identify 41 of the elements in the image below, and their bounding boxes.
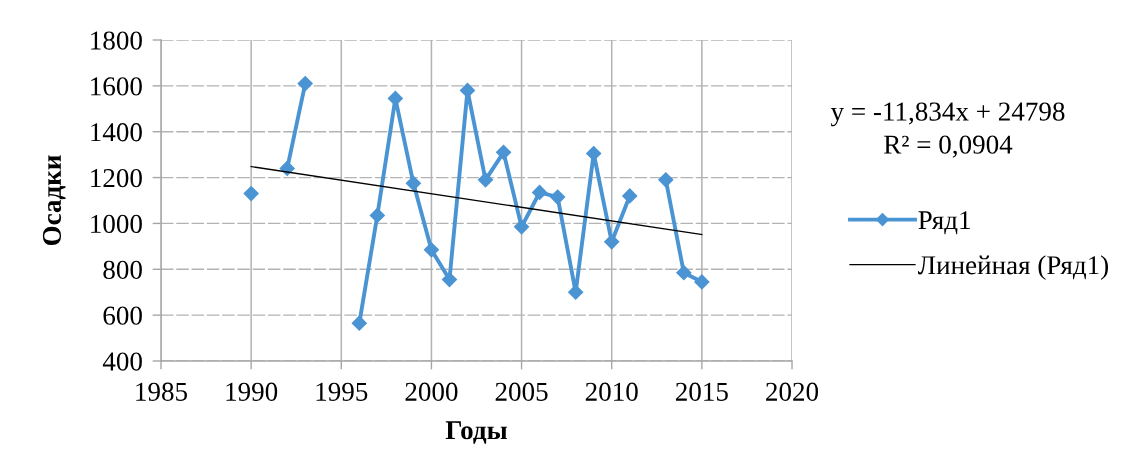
legend-label: Ряд1 [918,211,970,235]
y-tick-label: 1200 [91,168,142,188]
point [532,184,548,201]
x-tick-label: 2000 [405,382,458,401]
y-tick-label: 600 [103,306,142,325]
text: R² = 0,0904 [884,135,1013,158]
point [477,172,494,188]
point [658,172,674,188]
x-tick-label: 1985 [136,382,188,401]
y-tick-label: 400 [102,352,142,371]
point [441,272,458,288]
point [243,186,259,202]
y-tick-label: 1800 [91,31,142,50]
point [405,175,421,191]
x-tick-label: 2010 [585,382,638,401]
point [514,219,530,235]
text: y = -11,834x + 24798 [830,102,1065,127]
x-axis-title: Годы [445,421,508,444]
y-axis-title: Осадки [42,155,66,246]
point [676,265,692,281]
y-tick-label: 1600 [91,77,142,96]
y-tick-label: 800 [103,260,142,279]
y-tick-label: 1000 [91,214,142,234]
y-tick-label: 1400 [91,123,142,142]
x-tick-label: 2015 [675,382,728,401]
legend-label: Линейная (Ряд1) [917,255,1108,280]
point [297,75,313,92]
point [423,242,439,258]
x-tick-label: 1990 [226,382,278,401]
point [495,144,512,160]
x-tick-label: 2005 [495,382,548,401]
point [694,274,710,290]
point [604,234,620,250]
x-tick-label: 1995 [316,382,368,401]
point [622,188,638,204]
x-tick-label: 2020 [766,382,819,401]
point [351,315,367,331]
point [279,160,295,176]
point [369,207,385,223]
point [550,189,566,205]
point [568,284,584,300]
